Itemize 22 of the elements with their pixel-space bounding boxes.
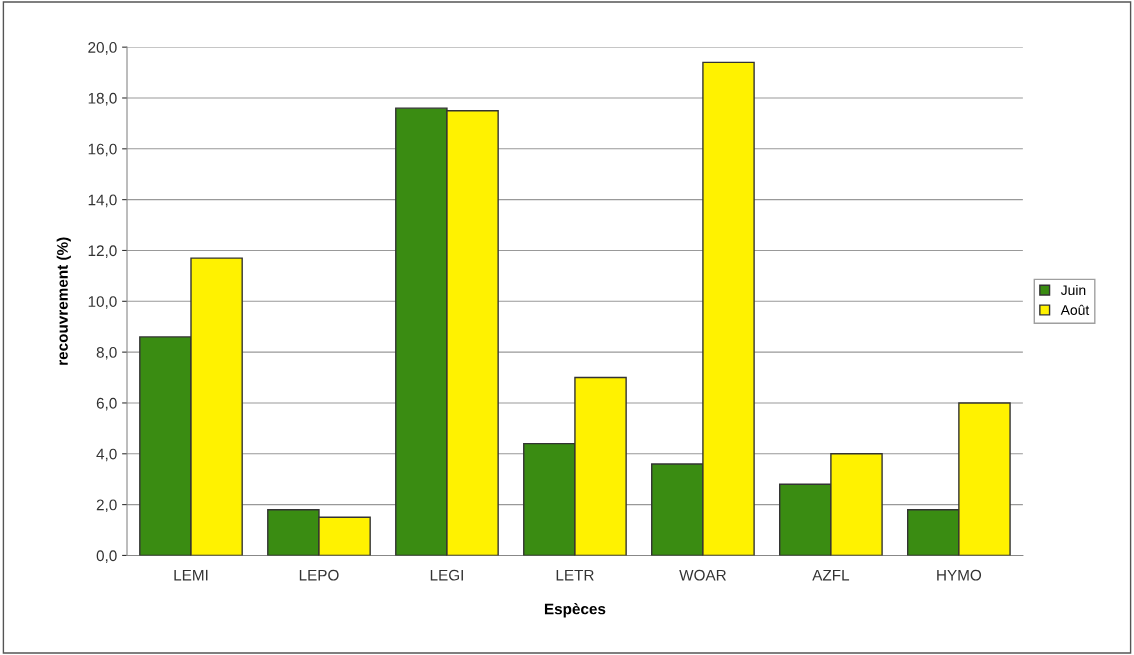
- x-tick-label: LEPO: [299, 569, 339, 581]
- x-tick-label: LETR: [556, 569, 594, 581]
- y-tick-label: 2,0: [96, 499, 117, 513]
- y-tick-label: 4,0: [96, 448, 117, 462]
- x-tick-label: LEMI: [174, 569, 208, 581]
- y-tick-label: 18,0: [88, 92, 117, 106]
- x-axis-title: Espèces: [544, 603, 606, 618]
- y-tick-label: 20,0: [88, 42, 117, 55]
- x-tick-label: AZFL: [812, 569, 850, 581]
- y-tick-label: 8,0: [96, 347, 117, 360]
- y-axis-title: recouvrement (%): [56, 237, 71, 365]
- x-tick-label: HYMO: [937, 569, 982, 581]
- legend-label: Juin: [1060, 284, 1086, 296]
- y-tick-label: 10,0: [88, 296, 117, 309]
- y-tick-label: 6,0: [96, 397, 117, 411]
- legend-label: Août: [1060, 304, 1090, 315]
- y-tick-label: 0,0: [96, 550, 117, 563]
- y-tick-label: 12,0: [88, 245, 117, 258]
- y-tick-label: 16,0: [88, 143, 117, 157]
- x-tick-label: LEGI: [430, 569, 463, 581]
- x-tick-label: WOAR: [679, 569, 726, 581]
- y-tick-label: 14,0: [88, 194, 117, 208]
